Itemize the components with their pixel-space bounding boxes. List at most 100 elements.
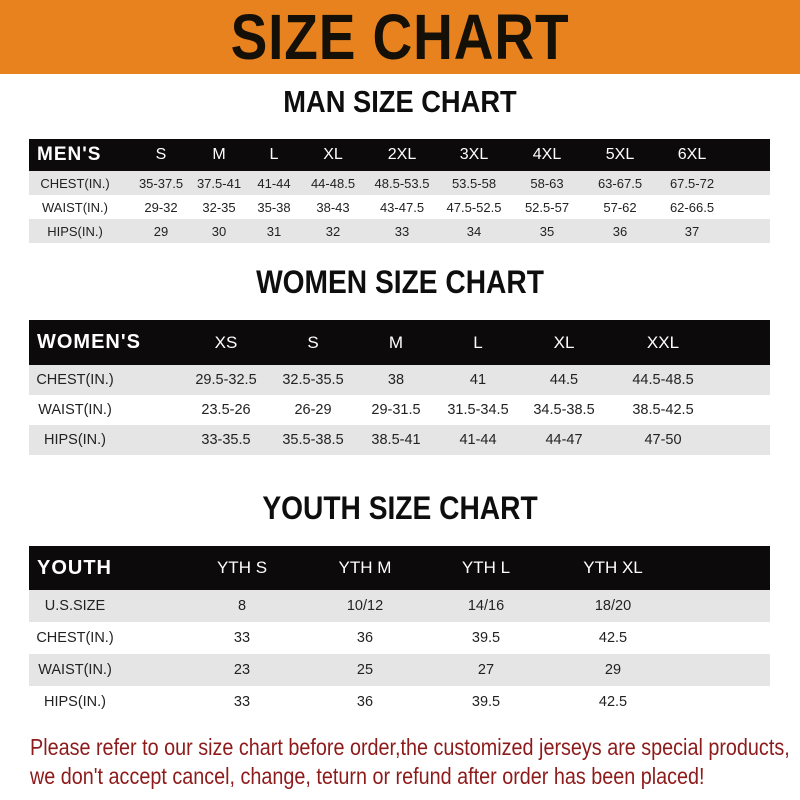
- size-column-header: YTH L: [461, 558, 511, 577]
- size-column-header: L: [269, 146, 279, 163]
- table-category-label: WOMEN'S: [37, 331, 141, 353]
- size-column-header: S: [307, 332, 319, 352]
- measurement-label: HIPS(IN.): [47, 223, 103, 239]
- table-row: HIPS(IN.) 33-35.5 35.5-38.5 38.5-41 41-44 44-…: [29, 425, 770, 455]
- measurement-value: 34.5-38.5: [533, 402, 595, 418]
- table-row: HIPS(IN.) 33 36 39.5 42.5: [29, 686, 770, 718]
- measurement-label: U.S.SIZE: [44, 598, 106, 614]
- measurement-value: 33: [394, 223, 410, 239]
- measurement-value: 33-35.5: [201, 432, 251, 448]
- measurement-label: CHEST(IN.): [40, 175, 110, 191]
- measurement-value: 67.5-72: [669, 175, 715, 191]
- measurement-value: 29-31.5: [371, 402, 421, 418]
- measurement-value: 52.5-57: [524, 199, 570, 215]
- measurement-value: 10/12: [346, 598, 384, 614]
- measurement-label: CHEST(IN.): [36, 372, 114, 388]
- disclaimer-line-2: we don't accept cancel, change, teturn o…: [30, 763, 705, 789]
- measurement-value: 34: [466, 223, 482, 239]
- youth-size-table: YOUTH YTH S YTH M YTH L YTH XL U.S.SIZE 8 10/12…: [29, 546, 770, 718]
- measurement-label: HIPS(IN.): [43, 432, 107, 448]
- measurement-value: 39.5: [471, 694, 501, 710]
- measurement-value: 25: [356, 662, 374, 678]
- measurement-value: 39.5: [471, 630, 501, 646]
- size-column-header: YTH M: [338, 558, 392, 577]
- measurement-value: 32.5-35.5: [282, 372, 344, 388]
- men-size-table: MEN'S S M L XL 2XL 3XL 4XL 5XL 6XL CHEST(IN.) 35-37…: [29, 139, 770, 243]
- table-row: WAIST(IN.) 29-32 32-35 35-38 38-43 43-47.5 47.…: [29, 195, 770, 219]
- measurement-value: 35-37.5: [138, 175, 184, 191]
- measurement-value: 48.5-53.5: [374, 175, 430, 191]
- measurement-value: 29: [153, 223, 169, 239]
- size-column-header: S: [155, 146, 167, 163]
- table-category-label: YOUTH: [37, 556, 112, 579]
- measurement-value: 27: [477, 662, 495, 678]
- measurement-value: 37: [684, 223, 700, 239]
- measurement-label: CHEST(IN.): [36, 630, 114, 646]
- measurement-value: 23.5-26: [201, 402, 251, 418]
- measurement-value: 41-44: [257, 175, 291, 191]
- measurement-value: 33: [233, 694, 251, 710]
- table-category-label: MEN'S: [37, 144, 102, 165]
- size-column-header: 6XL: [677, 146, 707, 163]
- measurement-value: 42.5: [598, 694, 628, 710]
- measurement-value: 35: [539, 223, 555, 239]
- table-row: WAIST(IN.) 23.5-26 26-29 29-31.5 31.5-34.5 34…: [29, 395, 770, 425]
- measurement-value: 36: [356, 694, 374, 710]
- measurement-value: 8: [237, 598, 247, 614]
- measurement-value: 36: [612, 223, 628, 239]
- measurement-value: 47.5-52.5: [446, 199, 502, 215]
- table-row: WAIST(IN.) 23 25 27 29: [29, 654, 770, 686]
- measurement-value: 32-35: [202, 199, 236, 215]
- table-row: HIPS(IN.) 29 30 31 32 33 34 35 36 37: [29, 219, 770, 243]
- measurement-value: 44.5: [549, 372, 579, 388]
- measurement-label: WAIST(IN.): [38, 662, 112, 678]
- disclaimer-line-1: Please refer to our size chart before or…: [30, 734, 790, 760]
- measurement-value: 29: [604, 662, 622, 678]
- measurement-value: 58-63: [530, 175, 564, 191]
- size-column-header: XXL: [646, 332, 680, 352]
- table-header-row: YOUTH YTH S YTH M YTH L YTH XL: [29, 546, 770, 590]
- size-column-header: M: [388, 332, 404, 352]
- measurement-value: 29.5-32.5: [195, 372, 257, 388]
- size-column-header: 5XL: [605, 146, 635, 163]
- measurement-value: 38-43: [316, 199, 350, 215]
- measurement-value: 38: [387, 372, 405, 388]
- table-header-row: MEN'S S M L XL 2XL 3XL 4XL 5XL 6XL: [29, 139, 770, 171]
- size-column-header: XL: [323, 146, 343, 163]
- measurement-value: 35.5-38.5: [282, 432, 344, 448]
- size-column-header: YTH XL: [583, 558, 643, 577]
- measurement-value: 31.5-34.5: [447, 402, 509, 418]
- men-section-title: MAN SIZE CHART: [283, 84, 517, 119]
- size-column-header: 3XL: [459, 146, 489, 163]
- measurement-value: 41-44: [459, 432, 497, 448]
- women-section-title: WOMEN SIZE CHART: [256, 264, 544, 300]
- measurement-value: 31: [266, 223, 282, 239]
- measurement-label: WAIST(IN.): [38, 402, 112, 418]
- table-header-row: WOMEN'S XS S M L XL XXL: [29, 320, 770, 365]
- table-row: CHEST(IN.) 33 36 39.5 42.5: [29, 622, 770, 654]
- measurement-value: 36: [356, 630, 374, 646]
- measurement-value: 41: [469, 372, 487, 388]
- size-column-header: YTH S: [216, 558, 268, 577]
- banner-title: SIZE CHART: [230, 1, 570, 73]
- measurement-value: 35-38: [257, 199, 291, 215]
- size-column-header: L: [473, 332, 483, 352]
- measurement-value: 23: [233, 662, 251, 678]
- measurement-value: 26-29: [294, 402, 332, 418]
- measurement-value: 44-48.5: [310, 175, 356, 191]
- table-row: CHEST(IN.) 29.5-32.5 32.5-35.5 38 41 44.5 44.5…: [29, 365, 770, 395]
- measurement-value: 47-50: [644, 432, 682, 448]
- measurement-value: 30: [211, 223, 227, 239]
- measurement-value: 33: [233, 630, 251, 646]
- measurement-value: 29-32: [144, 199, 178, 215]
- size-column-header: M: [212, 146, 226, 163]
- measurement-value: 44.5-48.5: [632, 372, 694, 388]
- measurement-value: 63-67.5: [597, 175, 643, 191]
- measurement-value: 18/20: [594, 598, 632, 614]
- measurement-value: 37.5-41: [196, 175, 242, 191]
- size-column-header: XS: [214, 332, 238, 352]
- measurement-value: 38.5-41: [371, 432, 421, 448]
- size-column-header: 2XL: [387, 146, 417, 163]
- measurement-value: 44-47: [545, 432, 583, 448]
- size-chart-banner: SIZE CHART: [0, 0, 800, 74]
